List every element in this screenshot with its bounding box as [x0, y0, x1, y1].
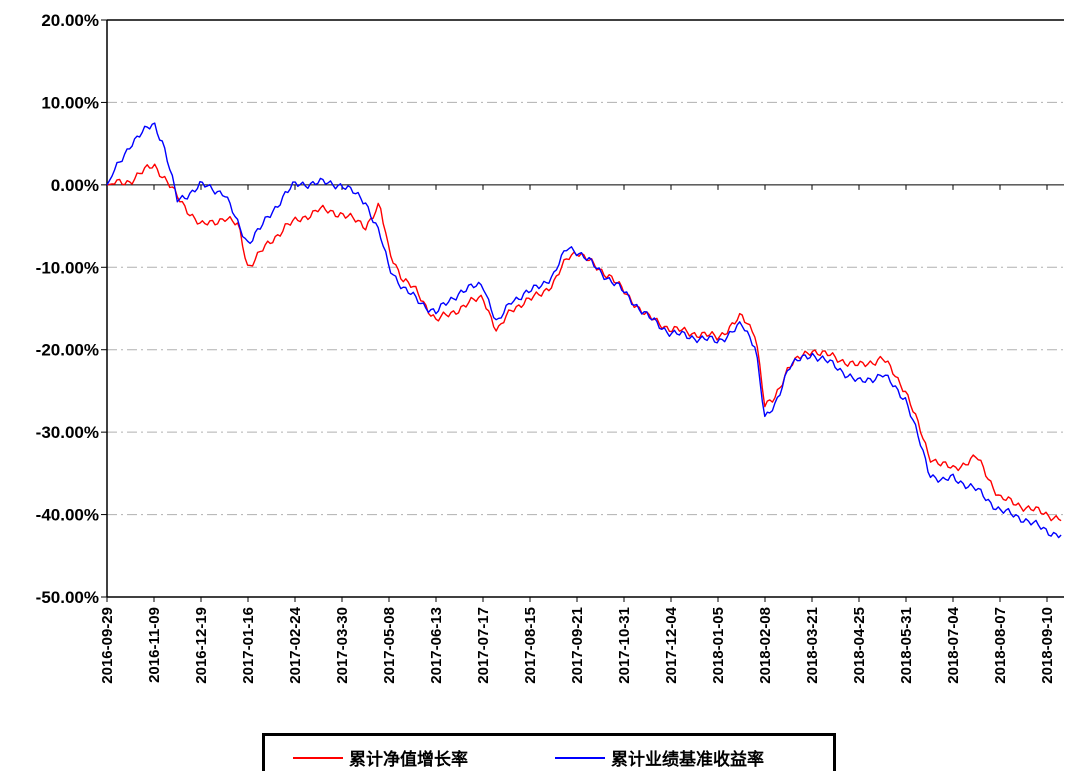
legend: 累计净值增长率 累计业绩基准收益率 [262, 733, 836, 771]
x-tick-label: 2017-01-16 [240, 607, 257, 684]
x-tick-label: 2017-05-08 [381, 607, 398, 684]
legend-item-nav-growth: 累计净值增长率 [293, 745, 468, 770]
x-tick-label: 2018-08-07 [992, 607, 1009, 684]
y-tick-label: -50.00% [36, 588, 99, 607]
x-tick-label: 2017-08-15 [522, 607, 539, 684]
x-tick-label: 2017-06-13 [428, 607, 445, 684]
x-tick-label: 2016-09-29 [99, 607, 116, 684]
y-tick-label: -30.00% [36, 423, 99, 442]
x-tick-label: 2017-12-04 [663, 606, 680, 683]
x-tick-label: 2018-02-08 [757, 607, 774, 684]
grid-lines [107, 101, 1064, 516]
y-tick-label: -20.00% [36, 341, 99, 360]
legend-swatch-red [293, 756, 343, 759]
x-tick-label: 2017-10-31 [616, 607, 633, 684]
series-line-0 [106, 163, 1062, 522]
x-tick-label: 2018-05-31 [898, 607, 915, 684]
y-tick-label: -10.00% [36, 258, 99, 277]
x-tick-labels: 2016-09-29 2016-11-09 2016-12-19 2017-01-16… [99, 606, 1056, 683]
legend-swatch-blue [555, 756, 605, 759]
legend-label-nav-growth: 累计净值增长率 [349, 750, 468, 770]
y-tick-label: -40.00% [36, 506, 99, 525]
y-tick-labels: 20.00% 10.00% 0.00% -10.00% -20.00% -30.00% -4… [36, 11, 99, 607]
y-tick-label: 10.00% [41, 93, 99, 112]
x-tick-label: 2017-07-17 [475, 607, 492, 684]
y-tick-label: 20.00% [41, 11, 99, 30]
x-tick-label: 2018-07-04 [945, 606, 962, 683]
line-chart: 20.00% 10.00% 0.00% -10.00% -20.00% -30.00% -4… [36, 11, 1064, 684]
x-tick-label: 2018-09-10 [1039, 607, 1056, 684]
x-tick-label: 2018-03-21 [804, 607, 821, 684]
series-line-1 [106, 122, 1062, 539]
legend-label-benchmark: 累计业绩基准收益率 [611, 750, 764, 770]
x-tick-label: 2018-04-25 [851, 607, 868, 684]
x-tick-label: 2017-02-24 [287, 606, 304, 683]
x-tick-label: 2017-03-30 [334, 607, 351, 684]
legend-item-benchmark: 累计业绩基准收益率 [555, 745, 764, 770]
x-tick-label: 2016-12-19 [193, 607, 210, 684]
x-tick-label: 2017-09-21 [569, 607, 586, 684]
series-lines [106, 122, 1062, 539]
x-tick-label: 2018-01-05 [710, 607, 727, 684]
y-tick-label: 0.00% [51, 176, 99, 195]
x-tick-label: 2016-11-09 [146, 607, 163, 683]
axes [101, 19, 1064, 602]
